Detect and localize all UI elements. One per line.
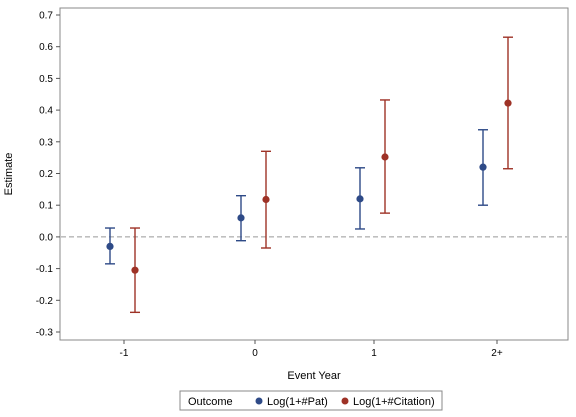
legend-label-citation: Log(1+#Citation)	[353, 396, 435, 408]
legend: Outcome Log(1+#Pat) Log(1+#Citation)	[179, 390, 443, 411]
legend-box	[179, 390, 443, 411]
y-tick-label: 0.1	[39, 201, 53, 212]
y-tick-label: -0.1	[36, 264, 54, 275]
legend-marker-pat	[255, 397, 263, 405]
x-tick-label: 1	[371, 348, 377, 359]
y-tick-label: 0.4	[39, 106, 53, 117]
y-tick-label: -0.3	[36, 328, 54, 339]
point-estimate-pat	[237, 214, 245, 222]
point-estimate-citation	[381, 153, 389, 161]
point-estimate-pat	[106, 242, 114, 251]
data-marks	[105, 36, 513, 314]
legend-title: Outcome	[188, 396, 233, 408]
x-axis-title: Event Year	[287, 370, 341, 382]
x-tick-label: 0	[252, 348, 258, 359]
point-estimate-pat	[479, 163, 487, 171]
y-axis-ticks: -0.3 -0.2 -0.1 0.0 0.1 0.2 0.3 0.4 0.5 0.6 0.7	[36, 11, 60, 339]
y-tick-label: 0.5	[39, 74, 53, 85]
point-estimate-citation	[262, 195, 270, 204]
legend-marker-citation	[341, 397, 349, 405]
legend-label-pat: Log(1+#Pat)	[267, 396, 328, 408]
x-tick-label: -1	[120, 348, 129, 359]
y-tick-label: 0.3	[39, 137, 53, 148]
y-tick-label: 0.7	[39, 11, 53, 22]
x-axis-ticks: -1 0 1 2+	[120, 340, 503, 359]
y-tick-label: 0.2	[39, 169, 53, 180]
y-tick-label: 0.6	[39, 42, 53, 53]
x-tick-label: 2+	[491, 348, 503, 359]
y-axis-title: Estimate	[3, 153, 15, 196]
point-estimate-pat	[356, 195, 364, 203]
point-estimate-citation	[504, 99, 512, 107]
y-tick-label: -0.2	[36, 296, 54, 307]
y-tick-label: 0.0	[39, 232, 53, 243]
point-estimate-citation	[131, 266, 139, 274]
